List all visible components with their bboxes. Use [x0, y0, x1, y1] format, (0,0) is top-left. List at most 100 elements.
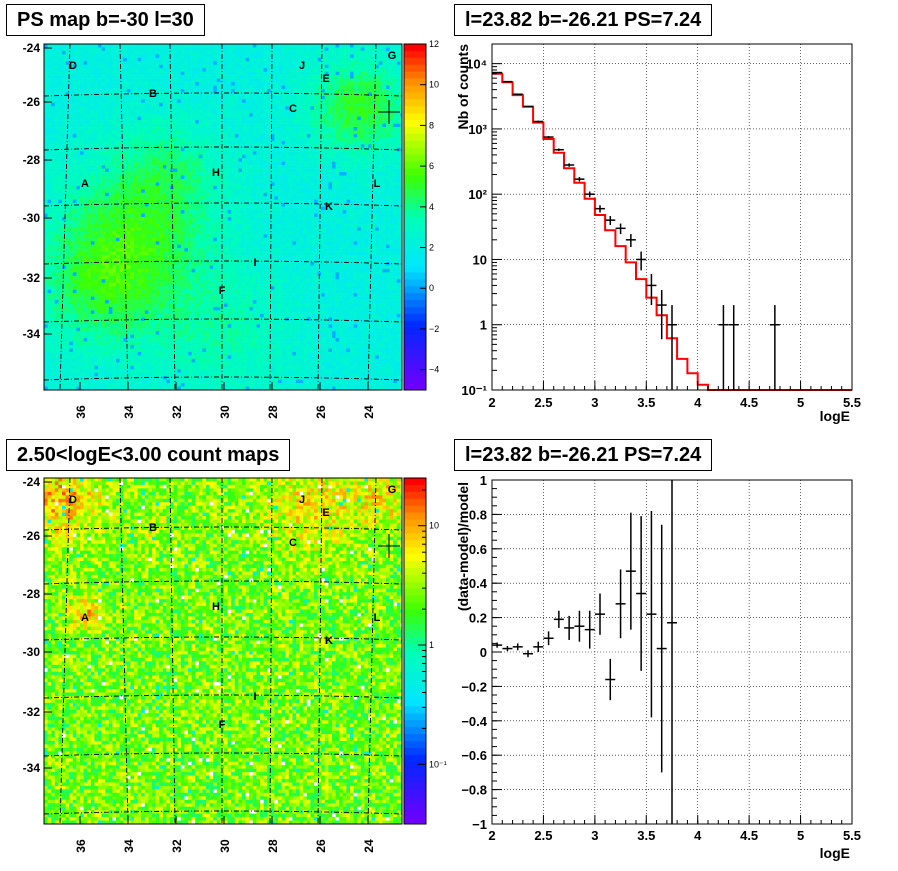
- heatmap-cell: [184, 109, 189, 114]
- heatmap-cell: [278, 71, 282, 76]
- heatmap-cell: [166, 203, 171, 207]
- heatmap-cell: [378, 210, 383, 214]
- heatmap-cell: [191, 68, 196, 72]
- heatmap-cell: [108, 123, 113, 128]
- heatmap-cell: [378, 54, 383, 59]
- heatmap-cell: [202, 206, 207, 211]
- heatmap-cell: [83, 161, 88, 166]
- heatmap-cell: [234, 172, 239, 176]
- heatmap-cell: [288, 78, 293, 83]
- heatmap-cell: [368, 137, 372, 142]
- heatmap-cell: [54, 78, 59, 83]
- heatmap-cell: [353, 168, 358, 173]
- heatmap-cell: [90, 158, 95, 162]
- heatmap-cell: [234, 168, 239, 173]
- heatmap-cell: [65, 165, 70, 169]
- heatmap-cell: [332, 196, 336, 200]
- heatmap-cell: [170, 50, 174, 55]
- heatmap-cell: [44, 61, 48, 66]
- heatmap-cell: [105, 44, 110, 48]
- heatmap-cell: [62, 175, 66, 180]
- heatmap-cell: [288, 106, 293, 111]
- heatmap-cell: [285, 182, 290, 187]
- heatmap-cell: [278, 199, 282, 204]
- heatmap-cell: [310, 172, 315, 176]
- heatmap-cell: [90, 127, 95, 131]
- heatmap-cell: [191, 140, 196, 145]
- heatmap-cell: [278, 144, 282, 149]
- heatmap-cell: [191, 196, 196, 200]
- heatmap-cell: [299, 127, 304, 131]
- heatmap-cell: [220, 137, 225, 142]
- heatmap-cell: [317, 206, 322, 211]
- heatmap-cell: [47, 168, 52, 173]
- heatmap-cell: [249, 203, 254, 207]
- heatmap-cell: [166, 192, 171, 197]
- heatmap-cell: [62, 75, 66, 79]
- heatmap-cell: [112, 185, 117, 190]
- heatmap-cell: [339, 199, 344, 204]
- heatmap-cell: [155, 137, 160, 142]
- heatmap-cell: [324, 210, 329, 214]
- heatmap-cell: [386, 175, 390, 180]
- heatmap-cell: [274, 140, 279, 145]
- heatmap-cell: [274, 199, 279, 204]
- heatmap-cell: [270, 210, 275, 214]
- heatmap-cell: [112, 61, 117, 66]
- heatmap-cell: [378, 213, 383, 218]
- heatmap-cell: [170, 106, 174, 111]
- heatmap-cell: [62, 203, 66, 207]
- heatmap-cell: [137, 85, 142, 90]
- heatmap-cell: [375, 165, 380, 169]
- heatmap-cell: [382, 47, 387, 52]
- heatmap-cell: [314, 158, 318, 162]
- heatmap-cell: [44, 130, 48, 135]
- heatmap-cell: [357, 185, 362, 190]
- heatmap-cell: [368, 192, 372, 197]
- heatmap-cell: [152, 47, 156, 52]
- heatmap-cell: [321, 210, 326, 214]
- heatmap-cell: [173, 106, 178, 111]
- heatmap-cell: [177, 61, 182, 66]
- heatmap-cell: [252, 78, 257, 83]
- heatmap-cell: [148, 151, 153, 156]
- heatmap-cell: [159, 203, 164, 207]
- heatmap-cell: [69, 57, 74, 62]
- heatmap-cell: [285, 178, 290, 183]
- heatmap-cell: [335, 140, 340, 145]
- heatmap-cell: [321, 54, 326, 59]
- heatmap-cell: [296, 144, 300, 149]
- heatmap-cell: [242, 64, 246, 69]
- heatmap-cell: [242, 178, 246, 183]
- heatmap-cell: [51, 120, 56, 124]
- heatmap-cell: [256, 137, 261, 142]
- heatmap-cell: [44, 57, 48, 62]
- heatmap-cell: [90, 189, 95, 194]
- heatmap-cell: [152, 133, 156, 138]
- heatmap-cell: [123, 133, 128, 138]
- heatmap-cell: [98, 78, 102, 83]
- heatmap-cell: [90, 192, 95, 197]
- heatmap-cell: [180, 123, 185, 128]
- heatmap-cell: [238, 54, 243, 59]
- heatmap-cell: [162, 165, 167, 169]
- heatmap-cell: [65, 44, 70, 48]
- heatmap-cell: [396, 127, 401, 131]
- heatmap-cell: [317, 47, 322, 52]
- heatmap-cell: [299, 71, 304, 76]
- heatmap-cell: [389, 57, 394, 62]
- heatmap-cell: [353, 151, 358, 156]
- heatmap-cell: [292, 203, 297, 207]
- heatmap-cell: [188, 192, 192, 197]
- heatmap-cell: [299, 196, 304, 200]
- heatmap-cell: [180, 85, 185, 90]
- heatmap-cell: [393, 182, 398, 187]
- heatmap-cell: [224, 95, 228, 100]
- heatmap-cell: [292, 158, 297, 162]
- heatmap-cell: [202, 178, 207, 183]
- heatmap-cell: [51, 154, 56, 159]
- heatmap-cell: [47, 172, 52, 176]
- heatmap-cell: [346, 57, 351, 62]
- heatmap-cell: [177, 92, 182, 97]
- heatmap-cell: [155, 151, 160, 156]
